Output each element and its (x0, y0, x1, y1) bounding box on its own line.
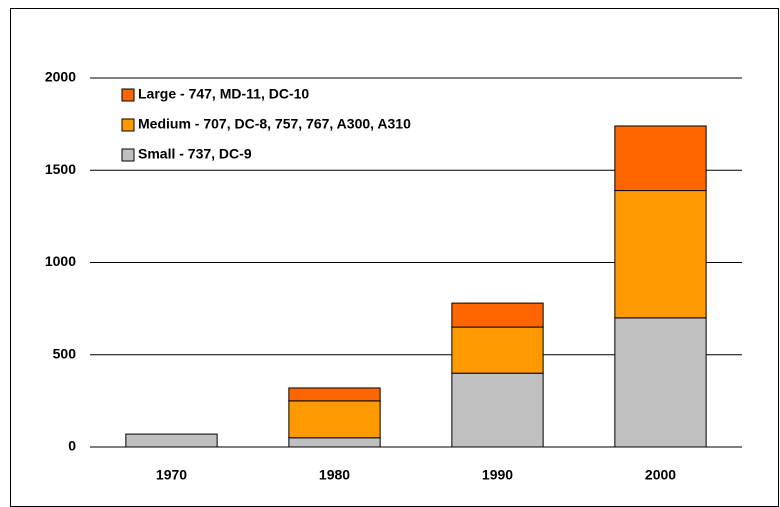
bar-segment (288, 400, 381, 439)
legend-swatch (121, 88, 135, 102)
x-tick-label: 1970 (156, 467, 187, 483)
y-tick-label: 500 (53, 345, 77, 361)
legend-label: Medium - 707, DC-8, 757, 767, A300, A310 (138, 116, 411, 132)
y-tick-label: 0 (68, 438, 76, 454)
bar-segment (288, 387, 381, 402)
x-tick-label: 2000 (645, 467, 676, 483)
legend-label: Large - 747, MD-11, DC-10 (138, 86, 309, 102)
bar-segment (614, 317, 707, 448)
bar-segment (614, 125, 707, 192)
y-tick-label: 1000 (45, 253, 76, 269)
bar-segment (451, 372, 544, 448)
y-tick-label: 1500 (45, 161, 76, 177)
y-tick-label: 2000 (45, 69, 76, 85)
legend-label: Small - 737, DC-9 (138, 146, 252, 162)
bar-segment (125, 433, 218, 448)
bar-segment (451, 326, 544, 374)
legend-swatch (121, 148, 135, 162)
x-tick-label: 1990 (482, 467, 513, 483)
bar-segment (288, 437, 381, 448)
bar-segment (451, 302, 544, 328)
x-tick-label: 1980 (319, 467, 350, 483)
bar-segment (614, 190, 707, 319)
legend-swatch (121, 118, 135, 132)
